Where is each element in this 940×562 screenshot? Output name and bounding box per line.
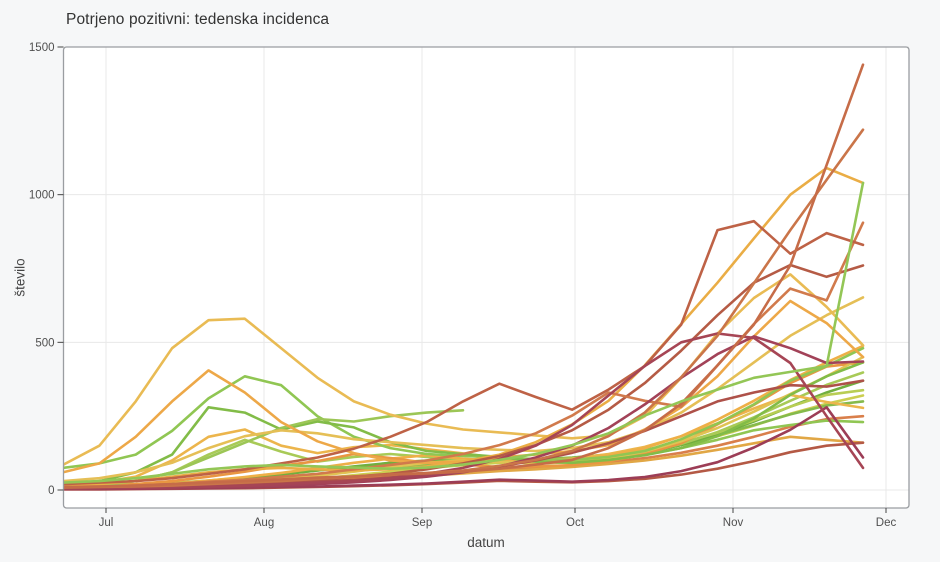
series-line-17[interactable] (63, 273, 865, 467)
x-tick-label: Aug (254, 517, 274, 529)
x-axis-title: datum (467, 535, 505, 550)
series-line-27[interactable] (63, 332, 865, 490)
series-line-19[interactable] (63, 166, 865, 487)
plot-border (62, 46, 910, 509)
y-tick-label: 0 (48, 485, 54, 497)
series-line-22[interactable] (63, 219, 865, 486)
series-line-29[interactable] (63, 63, 865, 489)
x-tick-label: Sep (412, 517, 432, 529)
ticks (57, 46, 887, 513)
series-line-16[interactable] (63, 296, 865, 483)
x-tick-label: Oct (566, 517, 585, 529)
y-axis-title: število (12, 258, 28, 297)
series-line-30[interactable] (63, 181, 865, 484)
chart-title: Potrjeno pozitivni: tedenska incidenca (66, 11, 330, 28)
y-tick-label: 1000 (29, 190, 55, 202)
y-tick-label: 1500 (29, 42, 55, 54)
series-lines (63, 63, 865, 491)
x-tick-label: Jul (99, 517, 114, 529)
x-tick-label: Dec (876, 517, 897, 529)
tick-labels: Jul Aug Sep Oct Nov Dec 0 500 1000 1500 (29, 42, 897, 529)
y-tick-label: 500 (35, 337, 54, 349)
series-line-13[interactable] (63, 346, 865, 470)
x-tick-label: Nov (723, 517, 744, 529)
